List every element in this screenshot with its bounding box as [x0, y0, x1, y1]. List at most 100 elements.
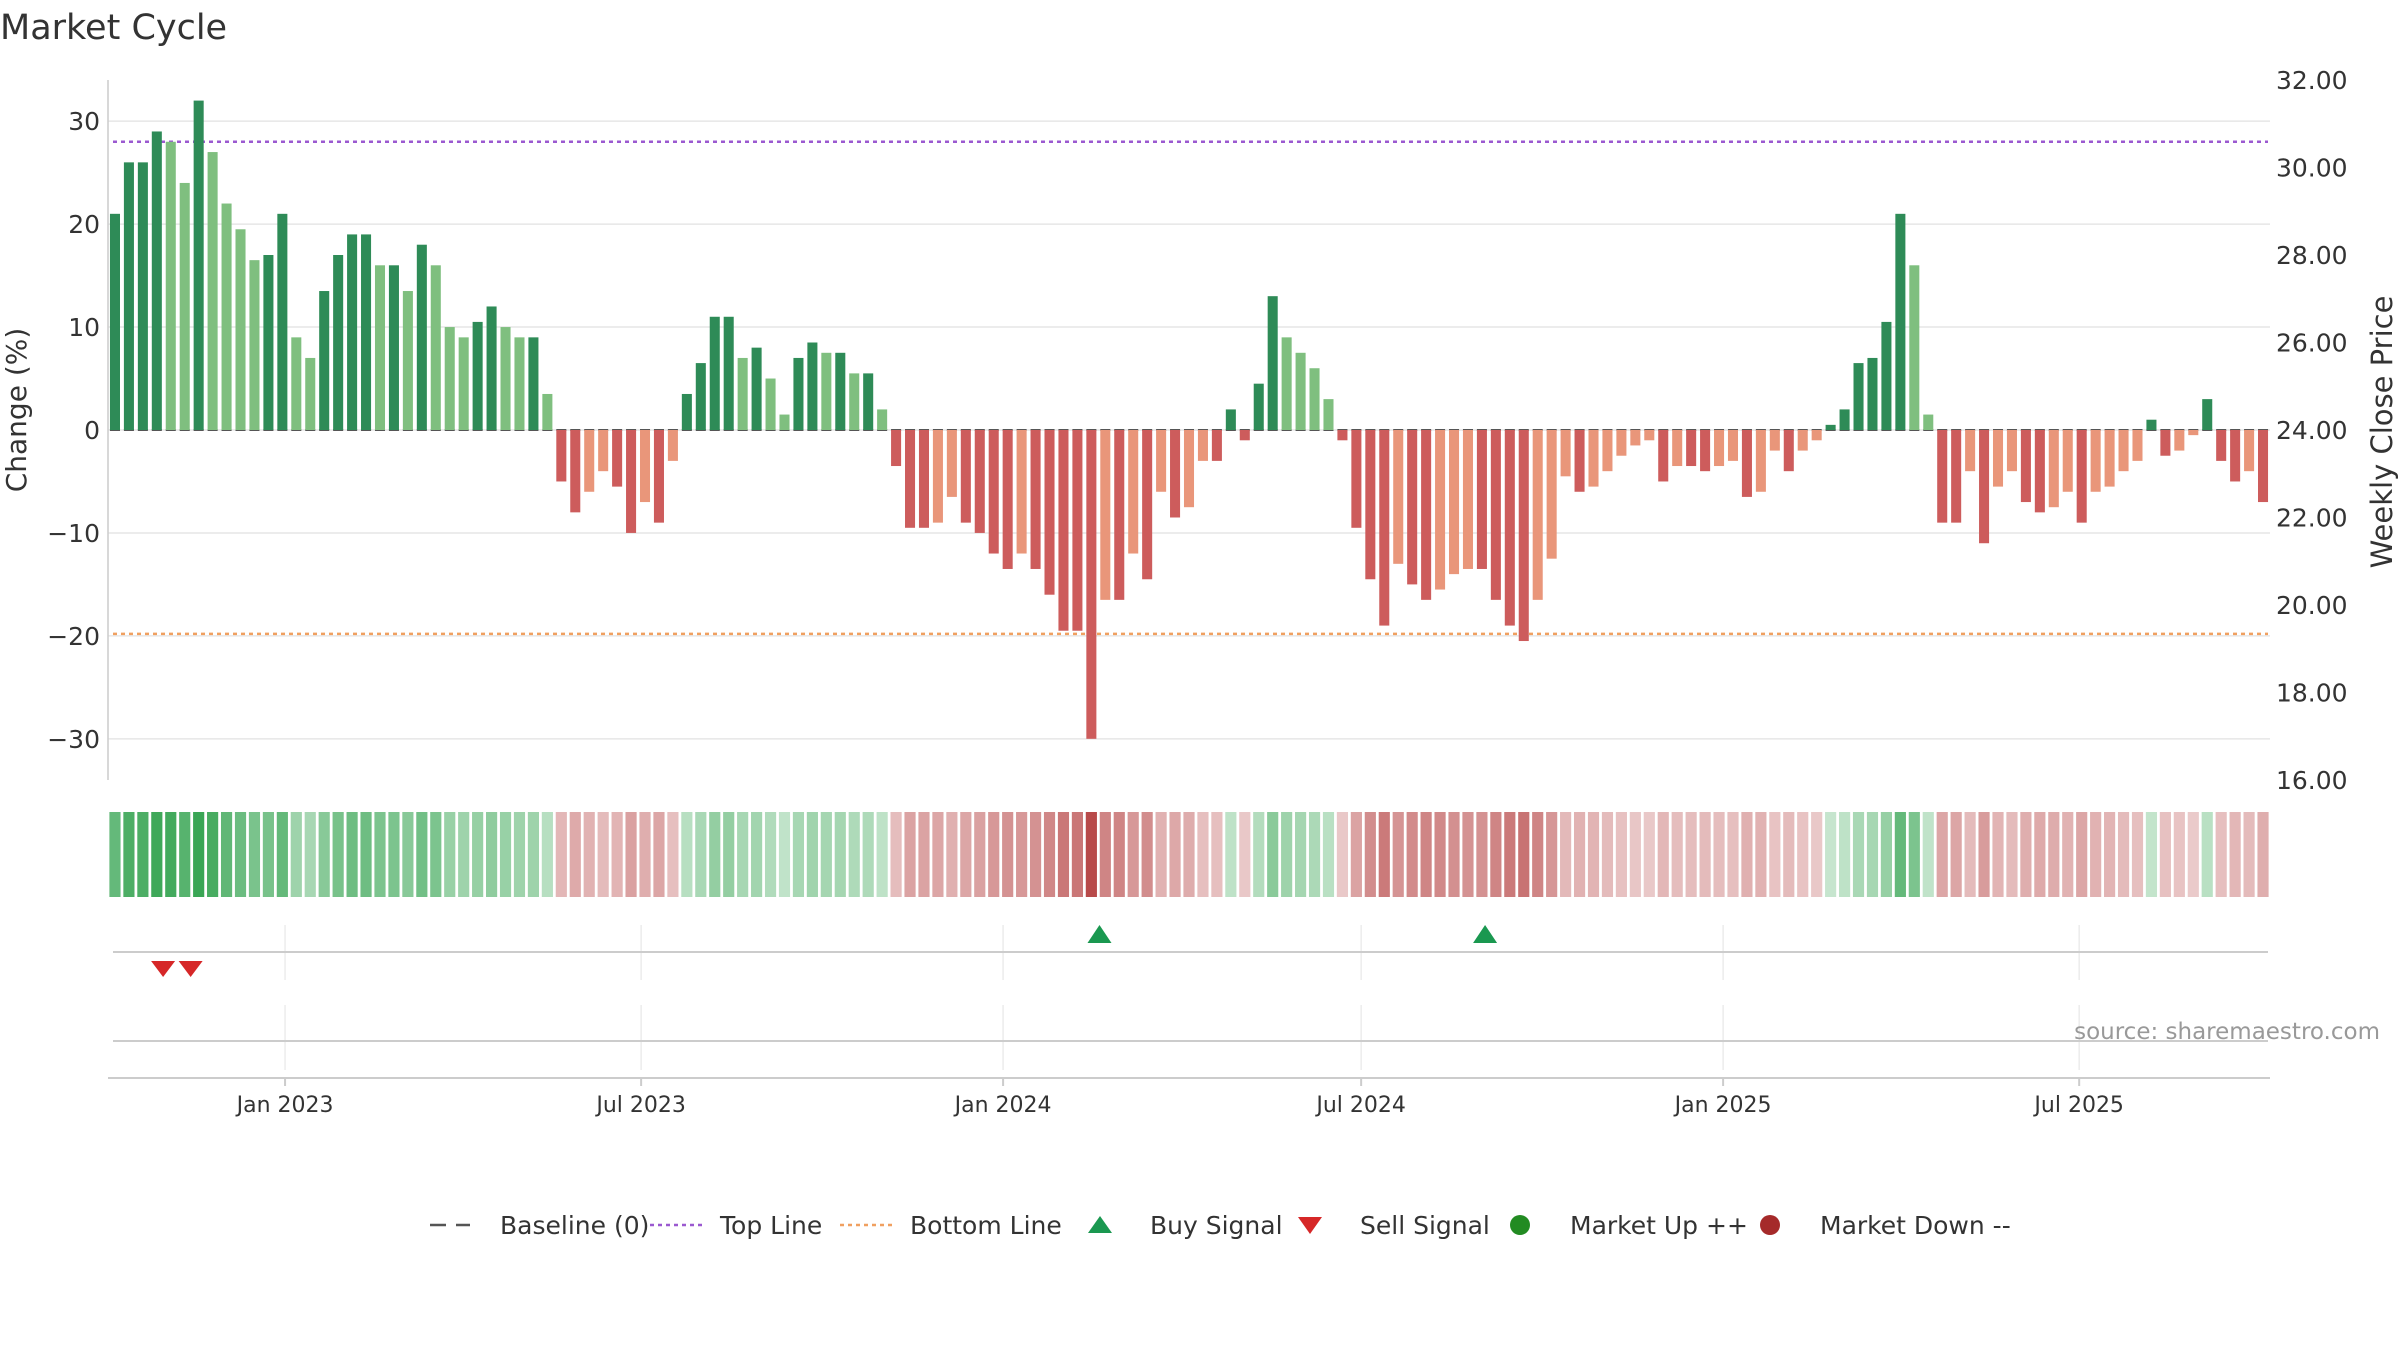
bar	[1170, 430, 1181, 518]
heat-cell	[1783, 812, 1795, 897]
bar	[2048, 430, 2059, 508]
y2-tick-label: 20.00	[2276, 591, 2348, 620]
heat-cell	[2201, 812, 2213, 897]
bars	[109, 100, 2269, 739]
heat-cell	[1016, 812, 1028, 897]
heat-cell	[1713, 812, 1725, 897]
bar	[2244, 430, 2255, 472]
heat-cell	[513, 812, 526, 897]
bar	[2230, 430, 2241, 482]
heat-cell	[1546, 812, 1558, 897]
heat-cell	[1308, 812, 1321, 897]
heat-cell	[179, 812, 191, 897]
bar	[905, 430, 916, 528]
heat-cell	[1448, 812, 1460, 897]
bar	[765, 378, 776, 430]
heat-cell	[1071, 812, 1083, 897]
bar	[137, 162, 148, 430]
heat-cell	[2006, 812, 2018, 897]
heat-cell	[207, 812, 219, 897]
y-axis-label: Change (%)	[0, 328, 33, 493]
heat-cell	[2048, 812, 2060, 897]
heat-cell	[332, 812, 344, 897]
heat-cell	[1099, 812, 1111, 897]
bar	[779, 414, 790, 430]
bar	[1072, 430, 1083, 631]
heat-cell	[1560, 812, 1572, 897]
bar	[1100, 430, 1111, 600]
heat-cell	[304, 812, 316, 897]
heat-cell	[290, 812, 302, 897]
bar	[1769, 430, 1780, 451]
heat-cell	[904, 812, 916, 897]
bar	[1267, 296, 1278, 430]
bar	[305, 357, 316, 430]
bar	[207, 152, 218, 430]
heat-cell	[416, 812, 428, 897]
heat-cell	[388, 812, 400, 897]
heat-cell	[946, 812, 958, 897]
legend-circle-icon	[1510, 1215, 1530, 1235]
y-tick-label: 30	[68, 107, 100, 136]
y-tick-label: 20	[68, 210, 100, 239]
bar	[1658, 430, 1669, 482]
bar	[988, 430, 999, 554]
heat-cell	[778, 812, 791, 897]
heat-cell	[751, 812, 763, 897]
heat-cell	[1908, 812, 1920, 897]
bar	[277, 213, 288, 430]
bar	[1616, 430, 1627, 456]
heat-cell	[2104, 812, 2116, 897]
bar	[598, 430, 609, 472]
heat-cell	[1880, 812, 1892, 897]
bar	[458, 337, 469, 430]
heat-cell	[444, 812, 456, 897]
bar	[193, 100, 204, 431]
legend-item: Market Down --	[1760, 1211, 2011, 1240]
y2-tick-label: 16.00	[2276, 766, 2348, 795]
bar	[444, 327, 455, 430]
bar	[1239, 430, 1250, 441]
bar	[1351, 430, 1362, 528]
heat-cell	[486, 812, 498, 897]
y2-tick-label: 26.00	[2276, 329, 2348, 358]
bar	[932, 430, 943, 523]
heat-cell	[806, 812, 818, 897]
bar	[1197, 430, 1208, 461]
bar	[877, 409, 888, 430]
bar	[235, 229, 246, 430]
bar	[1937, 430, 1948, 523]
bar	[793, 357, 804, 430]
heat-cell	[667, 812, 679, 897]
bar	[1825, 424, 1836, 430]
bar	[1435, 430, 1446, 590]
heat-cell	[1894, 812, 1906, 897]
bar	[1602, 430, 1613, 472]
bar	[1448, 430, 1460, 575]
heat-cell	[611, 812, 623, 897]
bar	[2006, 430, 2017, 472]
bar	[1992, 430, 2004, 487]
axes: 30 20 10 0 −10 −20 −30 32.00 30.00 28.00 26.00 24.0…	[47, 66, 2347, 795]
bar	[1337, 430, 1348, 441]
bar	[918, 430, 930, 528]
y2-tick-label: 24.00	[2276, 416, 2348, 445]
heat-cell	[1657, 812, 1669, 897]
heat-cell	[1085, 812, 1097, 897]
x-axis: Jan 2023 Jul 2023 Jan 2024 Jul 2024 Jan 2025…	[108, 1077, 2270, 1118]
heat-cell	[960, 812, 972, 897]
heat-cell	[681, 812, 693, 897]
heat-cell	[2020, 812, 2032, 897]
heat-cell	[123, 812, 135, 897]
heat-cell	[360, 812, 372, 897]
heat-cell	[876, 812, 888, 897]
bar	[347, 234, 358, 430]
sell-signal-marker	[178, 961, 203, 977]
heat-cell	[820, 812, 832, 897]
bar	[1114, 430, 1125, 600]
buy-signal-marker	[1087, 925, 1112, 943]
bar	[1727, 430, 1739, 461]
heat-cell	[597, 812, 609, 897]
bar	[1951, 430, 1962, 523]
legend-triangle-down-icon	[1298, 1217, 1322, 1234]
